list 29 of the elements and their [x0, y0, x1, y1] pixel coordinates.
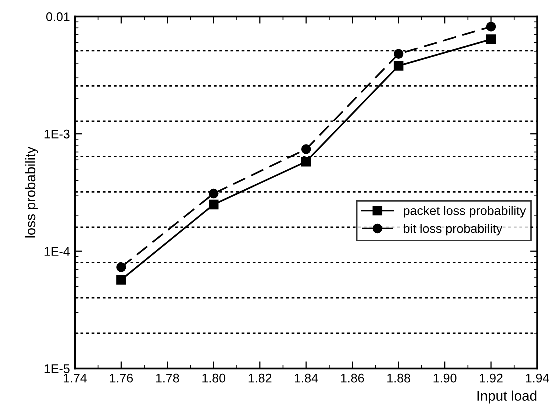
y-tick-label: 1E-4 [44, 247, 70, 256]
x-tick-label: 1.86 [341, 374, 364, 383]
x-axis-title: Input load [478, 390, 537, 404]
x-tick-label: 1.92 [480, 374, 503, 383]
x-tick-label: 1.94 [526, 374, 550, 383]
point [209, 188, 219, 199]
y-tick-label: 0.01 [46, 12, 70, 22]
point [486, 34, 496, 44]
y-tick-label: 1E-5 [44, 364, 70, 374]
legend-label: bit loss probability [404, 224, 503, 236]
point [301, 156, 312, 167]
x-tick-label: 1.88 [388, 374, 410, 383]
point [486, 22, 496, 32]
x-tick-label: 1.78 [156, 374, 180, 383]
x-tick-label: 1.80 [202, 374, 226, 383]
legend-label: packet loss probability [404, 206, 526, 218]
point [394, 61, 404, 71]
y-axis-title: loss probability [25, 146, 38, 238]
x-tick-label: 1.76 [110, 374, 134, 383]
x-tick-label: 1.82 [248, 374, 272, 383]
x-tick-label: 1.84 [295, 374, 318, 383]
point [394, 49, 404, 60]
point [116, 262, 126, 272]
point [116, 275, 126, 285]
point [209, 200, 219, 210]
y-tick-label: 1E-3 [44, 130, 70, 139]
x-tick-label: 1.90 [434, 374, 457, 383]
point [301, 144, 312, 154]
x-tick-label: 1.74 [64, 374, 87, 383]
